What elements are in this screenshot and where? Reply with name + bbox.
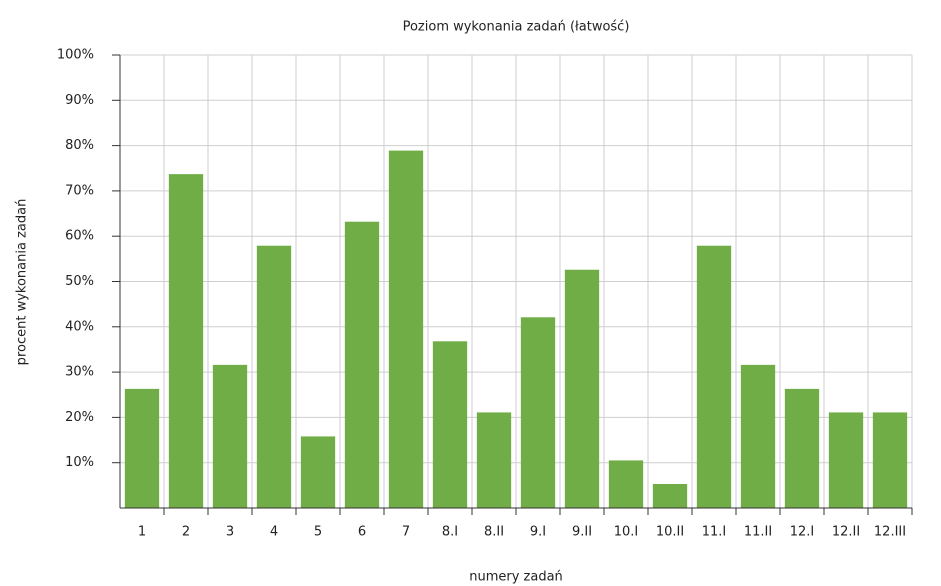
bar — [784, 388, 820, 508]
bar — [476, 412, 512, 508]
x-tick-label: 4 — [270, 525, 278, 540]
bar — [828, 412, 864, 508]
bar — [696, 245, 732, 508]
x-tick-label: 9.I — [530, 525, 546, 540]
bar — [740, 364, 776, 508]
y-tick-label: 10% — [65, 455, 94, 470]
y-axis-label: procent wykonania zadań — [15, 199, 30, 366]
bar — [520, 317, 556, 508]
x-tick-label: 3 — [226, 525, 234, 540]
y-tick-label: 70% — [65, 183, 94, 198]
bar — [300, 436, 336, 508]
x-axis-label: numery zadań — [469, 570, 563, 585]
y-tick-label: 50% — [65, 274, 94, 289]
x-tick-label: 12.II — [832, 525, 860, 540]
bar — [432, 341, 468, 508]
x-tick-label: 12.I — [790, 525, 815, 540]
bar — [872, 412, 908, 508]
y-tick-label: 100% — [57, 48, 94, 63]
y-tick-label: 60% — [65, 229, 94, 244]
bar — [344, 221, 380, 509]
y-tick-label: 90% — [65, 93, 94, 108]
x-tick-label: 6 — [358, 525, 366, 540]
bar — [168, 174, 204, 508]
x-tick-label: 11.I — [702, 525, 727, 540]
x-tick-label: 8.II — [484, 525, 504, 540]
bar — [212, 364, 248, 508]
bar — [256, 245, 292, 508]
bar — [124, 388, 160, 508]
bar — [608, 460, 644, 508]
y-tick-label: 80% — [65, 138, 94, 153]
y-tick-label: 30% — [65, 365, 94, 380]
x-tick-label: 10.II — [656, 525, 684, 540]
x-tick-label: 2 — [182, 525, 190, 540]
x-tick-label: 10.I — [614, 525, 639, 540]
x-tick-label: 8.I — [442, 525, 458, 540]
chart-title: Poziom wykonania zadań (łatwość) — [403, 20, 630, 35]
x-tick-label: 1 — [138, 525, 146, 540]
bar — [652, 483, 688, 508]
x-tick-label: 5 — [314, 525, 322, 540]
bar — [564, 269, 600, 508]
x-tick-label: 11.II — [744, 525, 772, 540]
x-tick-label: 12.III — [874, 525, 906, 540]
y-tick-label: 20% — [65, 410, 94, 425]
x-tick-label: 7 — [402, 525, 410, 540]
bar — [388, 150, 424, 508]
x-tick-label: 9.II — [572, 525, 592, 540]
y-tick-label: 40% — [65, 319, 94, 334]
